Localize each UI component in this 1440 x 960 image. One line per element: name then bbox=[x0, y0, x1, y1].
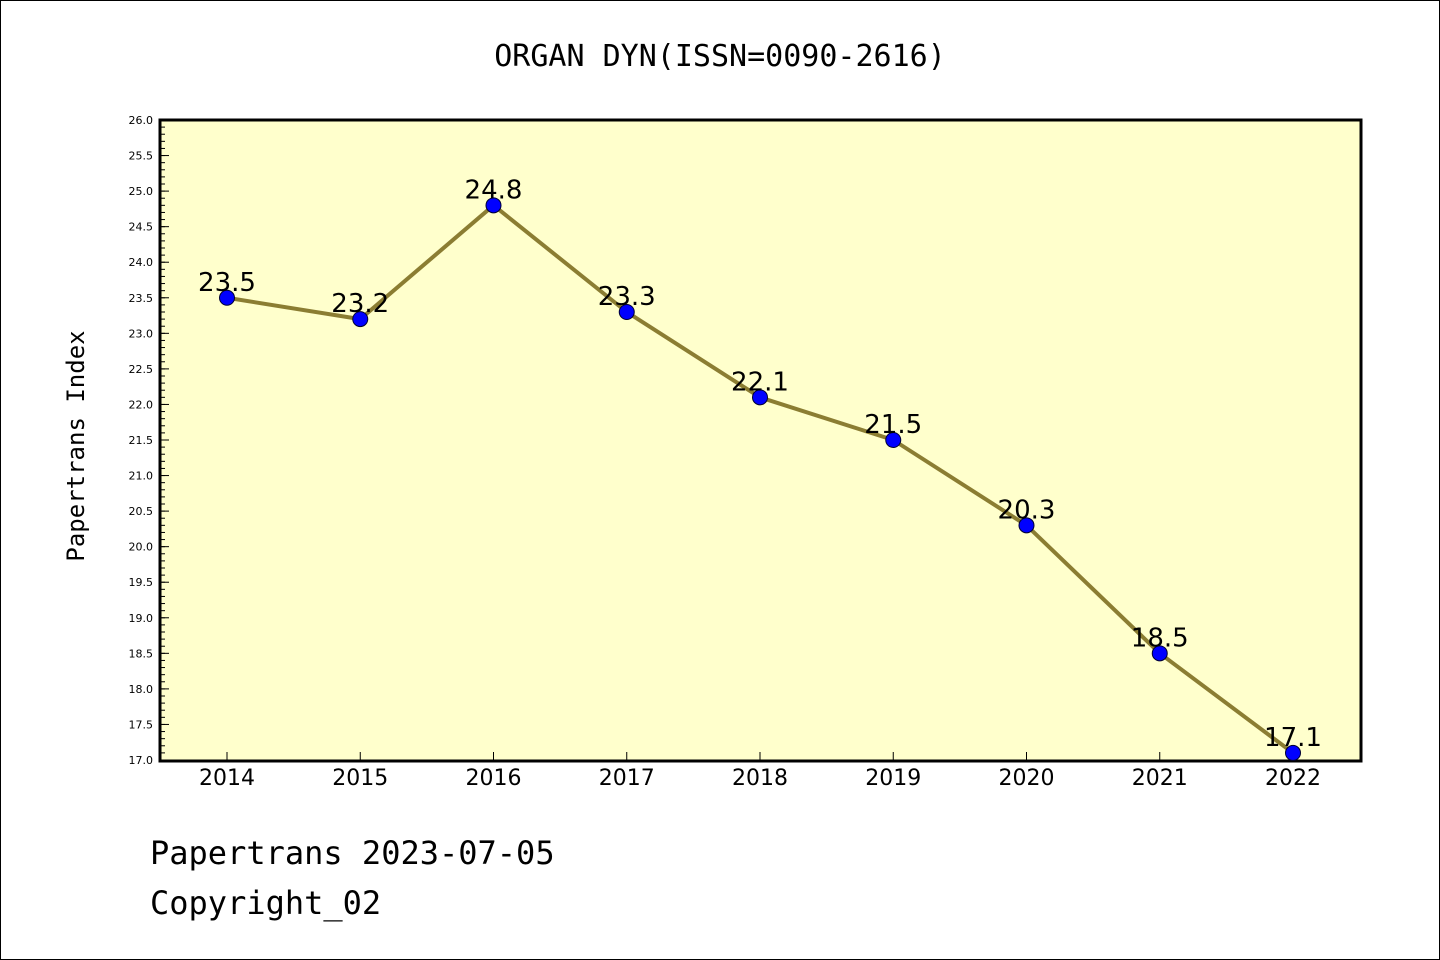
x-tick-label: 2021 bbox=[1132, 766, 1188, 791]
footer-date: Papertrans 2023-07-05 bbox=[150, 834, 555, 872]
y-tick-label: 19.0 bbox=[129, 612, 154, 625]
data-point bbox=[1151, 645, 1168, 662]
x-tick-label: 2017 bbox=[599, 766, 655, 791]
data-label: 21.5 bbox=[864, 410, 922, 440]
data-label: 22.1 bbox=[731, 367, 789, 397]
x-tick-label: 2019 bbox=[865, 766, 921, 791]
data-point bbox=[618, 304, 635, 320]
y-tick-label: 17.5 bbox=[129, 718, 154, 731]
footer-copyright: Copyright_02 bbox=[150, 884, 382, 922]
data-label: 24.8 bbox=[465, 175, 523, 205]
data-label: 17.1 bbox=[1264, 723, 1322, 753]
y-tick-label: 24.5 bbox=[129, 221, 154, 234]
x-tick-label: 2015 bbox=[332, 766, 388, 791]
x-tick-label: 2016 bbox=[466, 766, 522, 791]
x-tick-label: 2022 bbox=[1265, 766, 1321, 791]
data-point bbox=[352, 311, 369, 328]
y-tick-label: 25.5 bbox=[129, 150, 154, 163]
x-tick-label: 2018 bbox=[732, 766, 788, 791]
y-tick-label: 18.5 bbox=[129, 647, 154, 660]
data-label: 20.3 bbox=[998, 495, 1056, 525]
series-layer: 23.5 23.2 24.8 23.3 22.1 21.5 20.3 18.5 17.1 bbox=[198, 175, 1322, 761]
y-tick-label: 25.0 bbox=[129, 185, 154, 198]
data-point bbox=[1018, 517, 1035, 534]
y-tick-label: 18.0 bbox=[129, 683, 154, 696]
chart-title: ORGAN DYN(ISSN=0090-2616) bbox=[494, 39, 946, 74]
x-tick-label: 2020 bbox=[999, 766, 1055, 791]
y-tick-label: 23.5 bbox=[129, 292, 154, 305]
data-point bbox=[219, 289, 235, 306]
data-point bbox=[885, 432, 902, 448]
data-point bbox=[752, 389, 768, 406]
y-axis: 17.0 17.5 18.0 18.5 19.0 19.5 20.0 20.5 21.0 21.5… bbox=[129, 114, 169, 767]
data-label: 23.5 bbox=[198, 268, 256, 298]
y-tick-label: 22.5 bbox=[129, 363, 154, 376]
y-tick-label: 20.0 bbox=[129, 541, 154, 554]
y-tick-label: 17.0 bbox=[129, 754, 154, 767]
plot-area bbox=[158, 118, 1363, 763]
y-axis-label: Papertrans Index bbox=[62, 330, 90, 561]
y-tick-label: 23.0 bbox=[129, 327, 154, 340]
y-tick-label: 24.0 bbox=[129, 256, 154, 269]
x-tick-label: 2014 bbox=[199, 766, 255, 791]
y-tick-label: 26.0 bbox=[129, 114, 154, 127]
data-label: 23.2 bbox=[331, 289, 389, 319]
y-tick-label: 22.0 bbox=[129, 398, 154, 411]
y-tick-label: 19.5 bbox=[129, 576, 154, 589]
y-tick-label: 21.5 bbox=[129, 434, 154, 447]
y-tick-label: 20.5 bbox=[129, 505, 154, 518]
y-tick-label: 21.0 bbox=[129, 470, 154, 483]
data-label: 18.5 bbox=[1131, 623, 1189, 653]
data-point bbox=[1285, 744, 1301, 761]
data-label: 23.3 bbox=[598, 282, 656, 312]
data-point bbox=[485, 197, 502, 214]
x-axis: 2014 2015 2016 2017 2018 2019 2020 2021 2022 bbox=[199, 752, 1321, 791]
